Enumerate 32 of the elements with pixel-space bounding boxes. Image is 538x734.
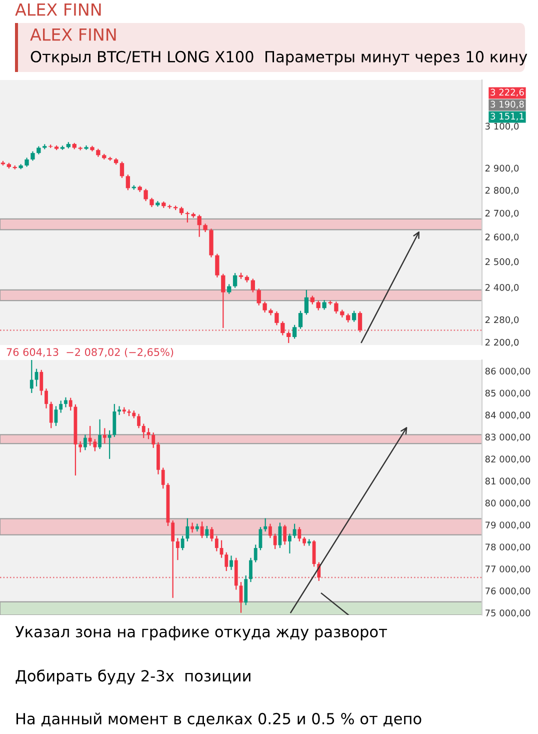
text: 76 604,13 −2 087,02 (−2,65%) (6, 348, 174, 358)
text: 3 222,6 (490, 88, 524, 97)
y-tick-label: 2 280,0 (485, 316, 519, 324)
y-tick-label: 86 000,00 (485, 368, 530, 376)
y-tick-label: 2 500,0 (485, 258, 519, 266)
y-tick-label: 80 000,00 (485, 500, 530, 508)
text: Указал зона на графике откуда жду разворот (15, 626, 388, 640)
candlestick (328, 300, 332, 306)
y-tick-label: 81 000,00 (485, 478, 530, 486)
y-tick-label: 77 000,00 (486, 566, 530, 574)
y-tick-label: 2 200,0 (485, 338, 519, 347)
y-tick-label: 2 700,0 (485, 210, 519, 218)
y-tick-label: 3 100,0 (485, 122, 519, 131)
y-tick-label: 85 000,00 (485, 390, 530, 398)
y-tick-label: 2 600,0 (485, 234, 519, 242)
text: 3 151,1 (490, 112, 524, 121)
y-tick-label: 2 800,0 (485, 186, 519, 195)
y-tick-label: 78 000,00 (486, 544, 530, 552)
y-tick-label: 83 000,00 (485, 434, 530, 442)
y-tick-label: 79 000,00 (486, 522, 530, 530)
y-tick-label: 75 000,00 (486, 610, 530, 618)
y-tick-label: 82 000,00 (485, 456, 530, 464)
text: ALEX FINN (30, 28, 116, 41)
text: 3 190,8 (490, 100, 524, 109)
text: На данный момент в сделках 0.25 и 0.5 % от депо (16, 712, 422, 726)
text: Открыл BTC/ETH LONG X100 Параметры минут через 10 кину (30, 50, 528, 66)
y-tick-label: 2 900,0 (485, 164, 519, 173)
text: ALEX FINN (15, 3, 101, 16)
y-tick-label: 84 000,00 (485, 412, 530, 420)
text: Добирать буду 2-3х позиции (16, 669, 250, 685)
y-tick-label: 2 400,0 (485, 284, 519, 292)
y-tick-label: 76 000,00 (486, 588, 530, 596)
